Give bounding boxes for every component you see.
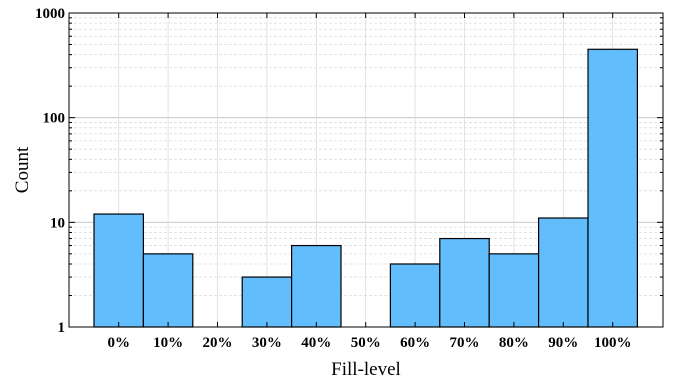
x-tick-label: 20% bbox=[203, 335, 233, 351]
x-tick-label: 70% bbox=[450, 335, 480, 351]
bar-90pct bbox=[537, 217, 589, 328]
bar-10pct bbox=[142, 253, 194, 328]
bar-100pct bbox=[587, 48, 639, 328]
x-tick-label: 80% bbox=[499, 335, 529, 351]
x-tick-label: 10% bbox=[153, 335, 183, 351]
y-axis-label: Count bbox=[12, 146, 33, 193]
bar-40pct bbox=[291, 244, 342, 328]
x-tick-label: 100% bbox=[594, 335, 632, 351]
x-tick-label: 90% bbox=[548, 335, 578, 351]
tick-labels: 1 10 100 1000 0% 10% 20% 30% 40% 50% 60% 70% 80% 90% 1… bbox=[35, 6, 631, 351]
bar-0pct bbox=[93, 213, 145, 328]
y-tick-label: 100 bbox=[43, 111, 66, 127]
x-tick-label: 30% bbox=[252, 335, 282, 351]
bars bbox=[93, 48, 639, 328]
axis-ticks bbox=[69, 12, 663, 328]
x-tick-label: 50% bbox=[351, 335, 381, 351]
bar-60pct bbox=[389, 263, 441, 328]
x-tick-label: 40% bbox=[301, 335, 331, 351]
y-tick-label: 1 bbox=[58, 320, 66, 336]
x-tick-label: 60% bbox=[400, 335, 430, 351]
x-tick-label: 0% bbox=[107, 335, 130, 351]
bar-80pct bbox=[488, 253, 540, 328]
bar-70pct bbox=[439, 237, 490, 328]
x-axis-label: Fill-level bbox=[331, 359, 401, 380]
y-tick-label: 1000 bbox=[35, 6, 65, 22]
y-tick-label: 10 bbox=[50, 215, 65, 231]
bar-30pct bbox=[241, 276, 293, 328]
